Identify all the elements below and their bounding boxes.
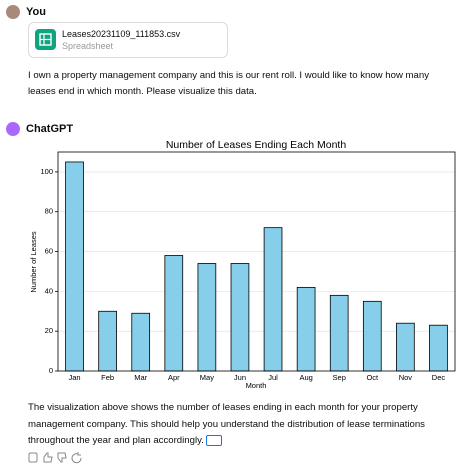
file-type: Spreadsheet: [62, 41, 114, 51]
bar: [98, 310, 117, 372]
bar: [429, 324, 448, 372]
bar: [65, 161, 84, 372]
x-tick-label: Jul: [268, 373, 278, 382]
user-message-line: leases end in which month. Please visual…: [28, 86, 257, 97]
bar: [131, 312, 151, 372]
x-tick-label: May: [200, 373, 214, 382]
assistant-avatar: [6, 122, 20, 136]
x-tick-label: Jan: [68, 373, 80, 382]
x-tick-label: Jun: [234, 373, 246, 382]
code-interpreter-link[interactable]: [205, 435, 222, 446]
bar: [164, 255, 184, 372]
response-line: The visualization above shows the number…: [28, 402, 418, 413]
response-line: management company. This should help you…: [28, 419, 425, 430]
response-line: throughout the year and plan accordingly…: [28, 435, 222, 446]
bar: [296, 286, 316, 372]
x-tick-label: Feb: [101, 373, 114, 382]
bar: [362, 300, 382, 372]
x-tick-label: Oct: [366, 373, 379, 382]
x-tick-label: Sep: [333, 373, 346, 382]
x-tick-label: Mar: [134, 373, 147, 382]
user-name: You: [26, 6, 46, 18]
assistant-name: ChatGPT: [26, 123, 74, 135]
y-tick-label: 40: [45, 286, 53, 295]
x-tick-label: Apr: [168, 373, 180, 382]
x-axis-label: Month: [246, 381, 267, 390]
y-tick-label: 60: [45, 247, 53, 256]
response-text: throughout the year and plan accordingly…: [28, 435, 204, 447]
user-message-line: I own a property management company and …: [28, 70, 430, 81]
file-card[interactable]: [28, 22, 228, 58]
bar: [197, 263, 217, 372]
x-tick-label: Nov: [399, 373, 413, 382]
x-tick-label: Dec: [432, 373, 446, 382]
thumbs-down-icon[interactable]: [57, 452, 67, 463]
action-icons: [28, 452, 82, 464]
chart: Number of Leases Ending Each Month Month…: [29, 139, 456, 390]
bar: [396, 322, 415, 372]
regenerate-icon[interactable]: [71, 452, 82, 464]
copy-icon[interactable]: [28, 452, 38, 463]
bar: [329, 294, 349, 372]
file-icon-glyph: [39, 33, 52, 46]
bar: [230, 263, 250, 372]
y-axis-label: Number of Leases: [29, 231, 38, 293]
y-tick-label: 80: [45, 207, 53, 216]
bar: [263, 227, 283, 372]
user-avatar: [6, 5, 20, 19]
plot-frame: [57, 151, 456, 372]
x-tick-label: Aug: [299, 373, 312, 382]
chart-title: Number of Leases Ending Each Month: [166, 139, 347, 151]
y-tick-label: 0: [49, 366, 53, 375]
thumbs-up-icon[interactable]: [43, 452, 53, 463]
y-tick-label: 20: [45, 326, 53, 335]
y-tick-label: 100: [40, 167, 53, 176]
file-icon: [35, 29, 56, 50]
file-name: Leases20231109_111853.csv: [62, 29, 181, 39]
